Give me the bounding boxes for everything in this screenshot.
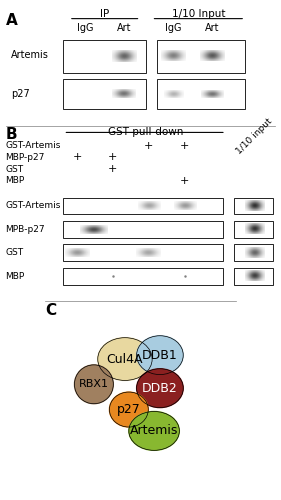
Text: +: + xyxy=(180,176,189,186)
Text: p27: p27 xyxy=(117,403,141,416)
Text: MBP-p27: MBP-p27 xyxy=(6,153,45,162)
Text: IP: IP xyxy=(100,10,109,20)
Text: +: + xyxy=(72,152,82,162)
Text: GST: GST xyxy=(6,248,24,258)
Ellipse shape xyxy=(109,392,148,427)
Text: p27: p27 xyxy=(11,89,30,99)
Text: Artemis: Artemis xyxy=(11,50,49,60)
Ellipse shape xyxy=(137,369,183,408)
Text: B: B xyxy=(6,128,17,142)
FancyBboxPatch shape xyxy=(234,244,273,261)
FancyBboxPatch shape xyxy=(64,244,223,261)
Text: MBP: MBP xyxy=(6,176,25,186)
Ellipse shape xyxy=(98,338,152,380)
Text: +: + xyxy=(144,141,153,151)
Text: GST pull-down: GST pull-down xyxy=(108,128,184,138)
Text: A: A xyxy=(6,13,17,28)
Text: GST-Artemis: GST-Artemis xyxy=(6,202,61,210)
FancyBboxPatch shape xyxy=(64,40,146,72)
Text: 1/10 Input: 1/10 Input xyxy=(172,10,225,20)
Text: Cul4A: Cul4A xyxy=(107,352,143,366)
Text: IgG: IgG xyxy=(165,23,182,33)
Text: +: + xyxy=(108,164,118,174)
Text: 1/10 input: 1/10 input xyxy=(235,116,275,156)
Text: Art: Art xyxy=(205,23,219,33)
Text: C: C xyxy=(45,302,56,318)
Text: GST: GST xyxy=(6,164,24,173)
Text: Art: Art xyxy=(117,23,131,33)
Text: MPB-p27: MPB-p27 xyxy=(6,225,45,234)
FancyBboxPatch shape xyxy=(157,40,245,72)
Text: DDB2: DDB2 xyxy=(142,382,178,394)
Text: +: + xyxy=(108,152,118,162)
Ellipse shape xyxy=(137,336,183,374)
Text: RBX1: RBX1 xyxy=(79,380,109,390)
Text: +: + xyxy=(180,141,189,151)
FancyBboxPatch shape xyxy=(64,79,146,110)
FancyBboxPatch shape xyxy=(64,268,223,284)
FancyBboxPatch shape xyxy=(234,268,273,284)
FancyBboxPatch shape xyxy=(64,198,223,214)
Text: GST-Artemis: GST-Artemis xyxy=(6,142,61,150)
FancyBboxPatch shape xyxy=(157,79,245,110)
FancyBboxPatch shape xyxy=(64,221,223,238)
FancyBboxPatch shape xyxy=(234,221,273,238)
FancyBboxPatch shape xyxy=(234,198,273,214)
Text: IgG: IgG xyxy=(77,23,94,33)
Text: DDB1: DDB1 xyxy=(142,348,178,362)
Text: MBP: MBP xyxy=(6,272,25,280)
Ellipse shape xyxy=(74,365,113,404)
Text: Artemis: Artemis xyxy=(130,424,178,438)
Ellipse shape xyxy=(129,412,179,451)
